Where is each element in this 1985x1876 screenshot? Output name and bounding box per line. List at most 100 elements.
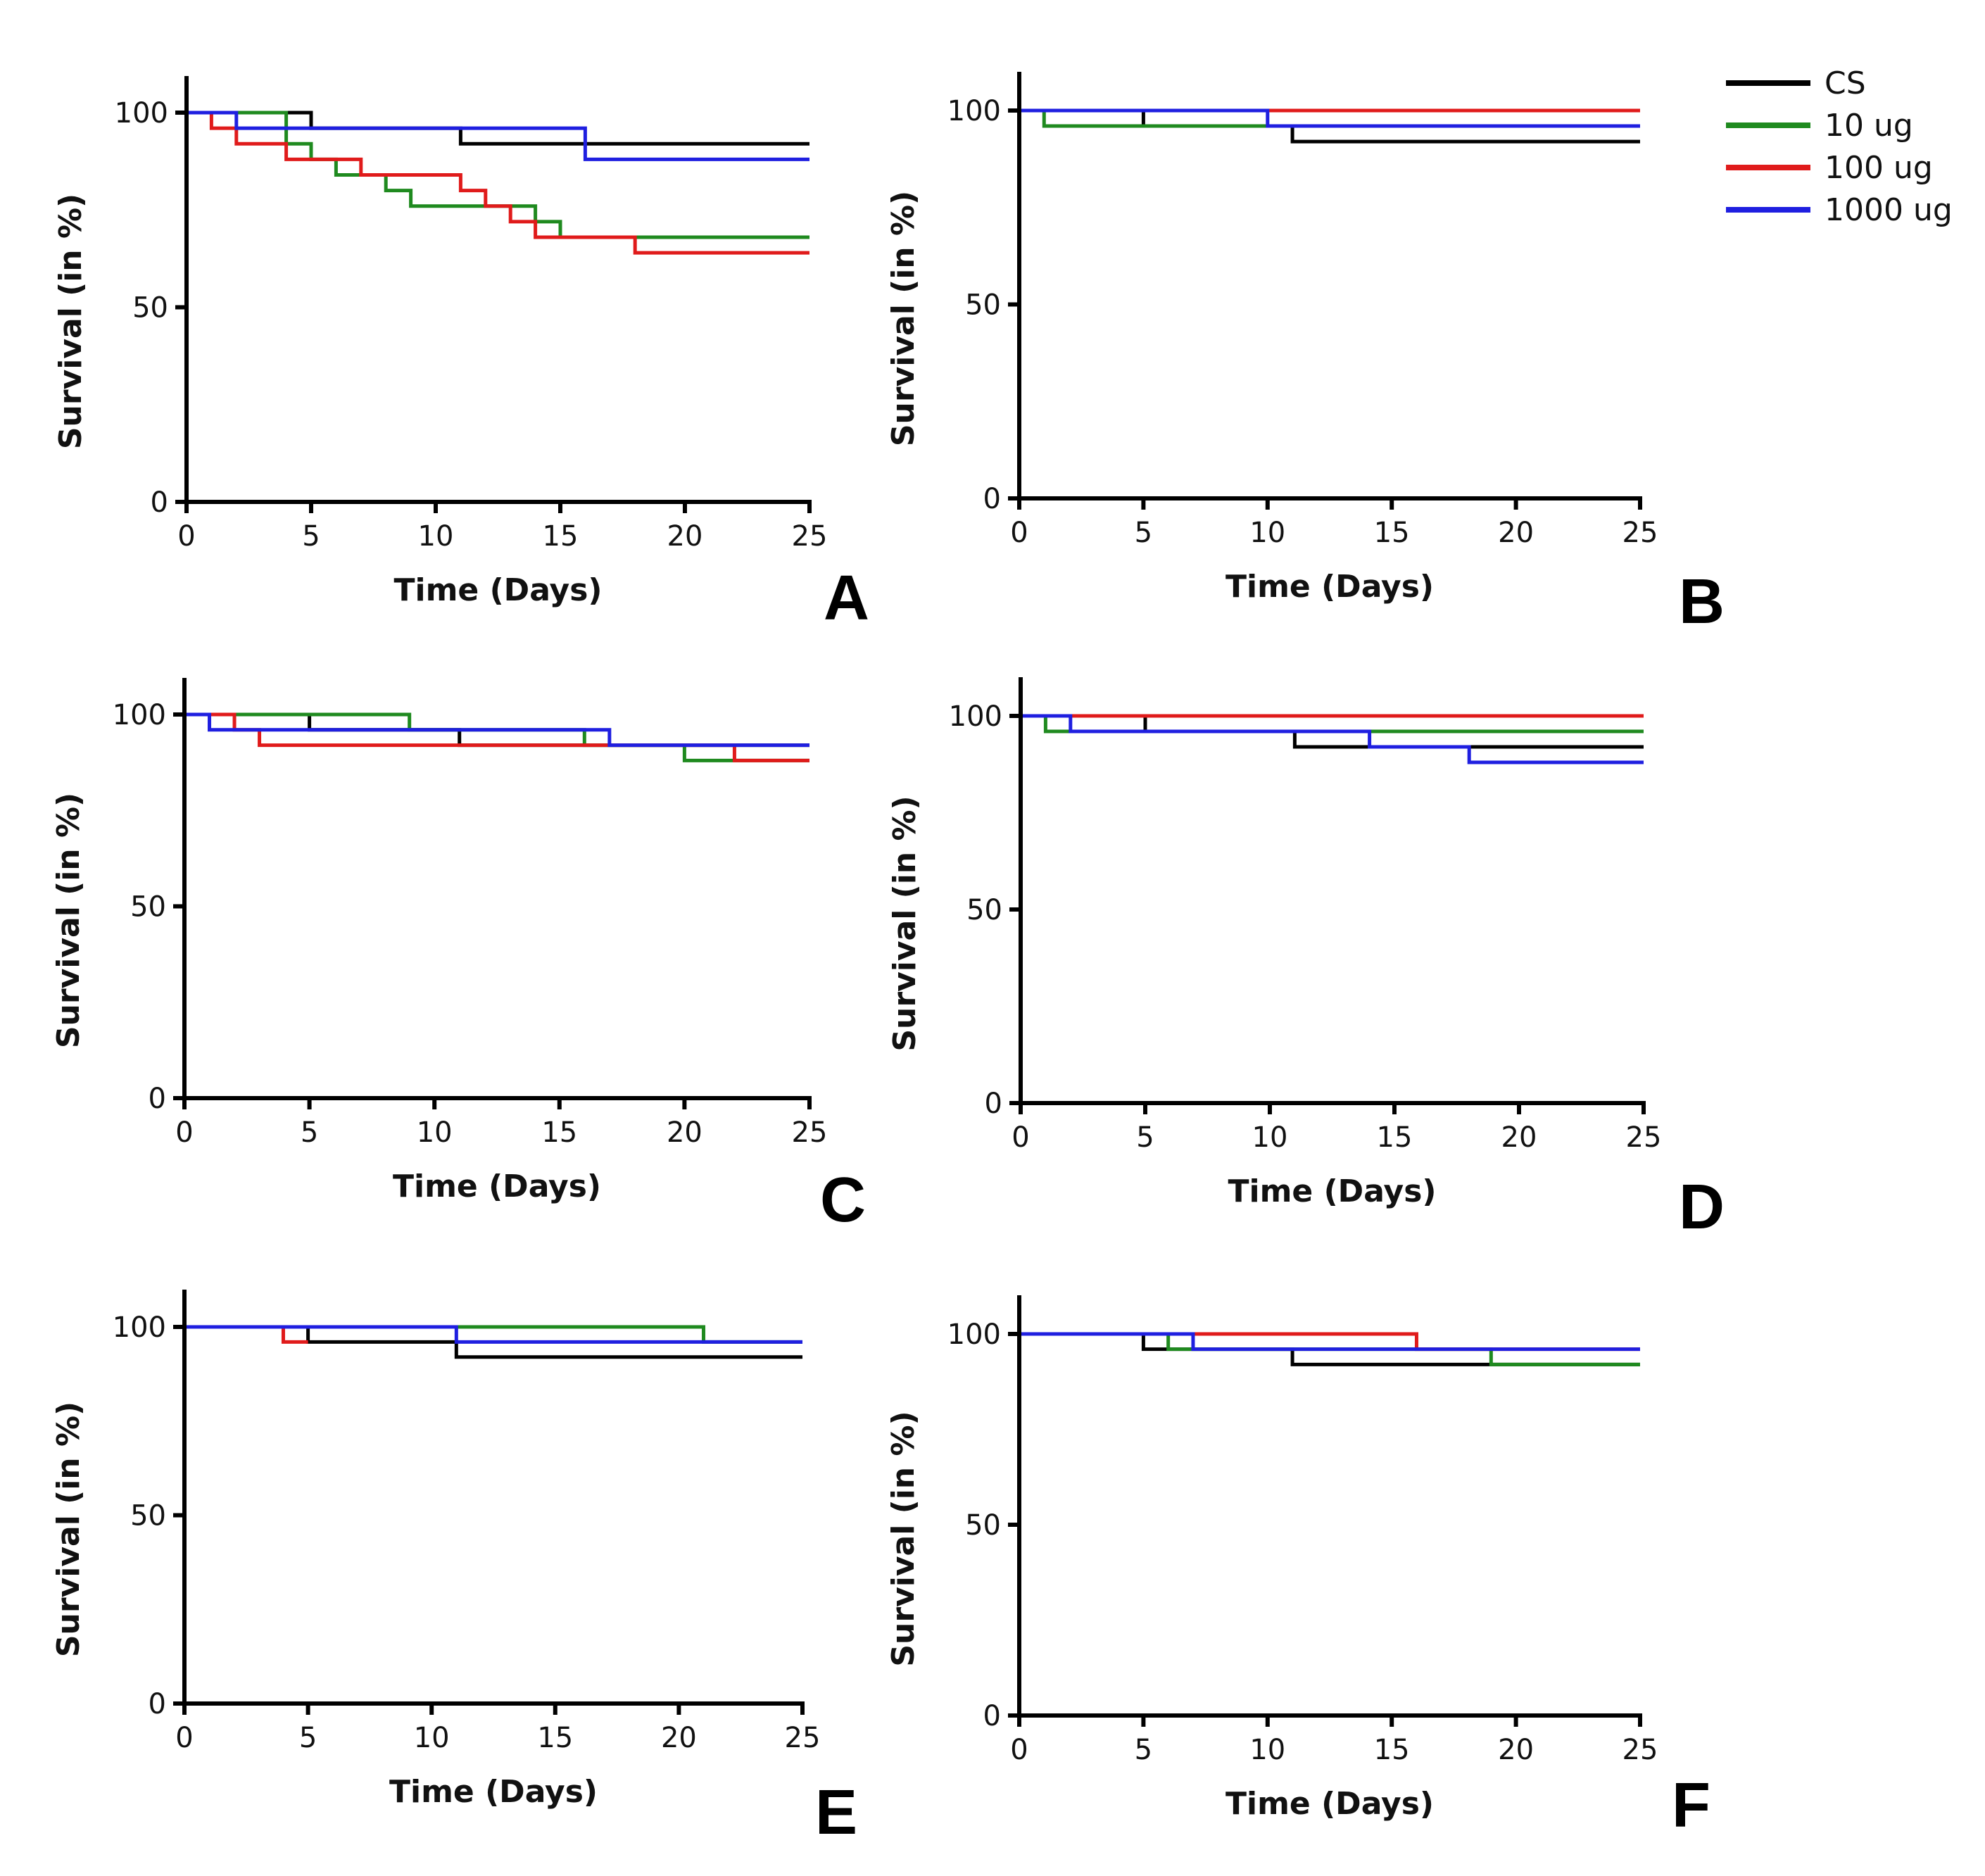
panel-d-x-tick-label: 15	[1377, 1121, 1413, 1154]
panel-e: 0 5 10 15 20 25 0 50 100 Time (Days) Survival (in …	[51, 1290, 857, 1848]
panel-a-x-tick-label: 0	[177, 520, 195, 553]
panel-d-series-1000-ug	[1021, 714, 1644, 764]
panel-a-series-10-ug	[187, 111, 809, 239]
panel-f-x-tick-label: 0	[1010, 1734, 1028, 1766]
panel-d-x-tick-label: 20	[1501, 1121, 1537, 1154]
panel-f-x-tick-label: 25	[1622, 1734, 1658, 1766]
panel-b-y-tick-label: 0	[983, 483, 1001, 515]
panel-e-x-tick-label: 20	[661, 1722, 697, 1754]
panel-d-x-tick-label: 25	[1626, 1121, 1662, 1154]
panel-c-x-tick-label: 10	[417, 1116, 453, 1149]
panel-d-series-10-ug	[1021, 714, 1644, 734]
panel-a-series-100-ug	[187, 111, 809, 255]
panel-a-x-tick-label: 20	[667, 520, 703, 553]
panel-e-y-tick-label: 50	[130, 1500, 166, 1532]
panel-a-x-tick-label: 10	[418, 520, 454, 553]
panel-f-x-tick-label: 10	[1249, 1734, 1285, 1766]
panel-b-x-tick-label: 25	[1622, 517, 1658, 549]
panel-f-x-tick-label: 5	[1135, 1734, 1152, 1766]
panel-d-y-axis-title: Survival (in %)	[887, 795, 923, 1051]
panel-c-x-tick-label: 0	[175, 1116, 193, 1149]
panel-a-x-tick-label: 5	[302, 520, 320, 553]
panel-c-series-1000-ug	[184, 712, 809, 748]
panel-a-letter: A	[824, 563, 869, 634]
panel-d-y-tick-label: 50	[966, 894, 1002, 926]
panel-f-y-tick-label: 100	[947, 1318, 1001, 1351]
panel-c: 0 5 10 15 20 25 0 50 100 Time (Days) Survival (in …	[51, 678, 866, 1235]
panel-c-series-10-ug	[184, 712, 809, 762]
panel-f-x-axis-title: Time (Days)	[1225, 1786, 1434, 1822]
panel-a-y-tick-label: 100	[115, 97, 168, 130]
panel-d-letter: D	[1679, 1172, 1725, 1242]
panel-f-x-tick-label: 15	[1374, 1734, 1410, 1766]
panel-e-y-tick-label: 0	[149, 1688, 166, 1720]
panel-f-y-axis-title: Survival (in %)	[886, 1411, 921, 1666]
panel-c-y-tick-label: 50	[130, 891, 166, 924]
panel-e-y-tick-label: 100	[113, 1311, 166, 1344]
panel-c-x-tick-label: 5	[301, 1116, 318, 1149]
panel-c-y-tick-label: 100	[113, 699, 166, 731]
panel-b-series-10-ug	[1019, 108, 1640, 128]
panel-f-letter: F	[1672, 1770, 1710, 1841]
panel-b-x-tick-label: 10	[1249, 517, 1285, 549]
panel-f-x-tick-label: 20	[1498, 1734, 1534, 1766]
panel-b: 0 5 10 15 20 25 0 50 100 Time (Days) Survival (in …	[886, 72, 1725, 637]
panel-f: 0 5 10 15 20 25 0 50 100 Time (Days) Survival (in …	[886, 1295, 1710, 1841]
panel-c-series-100-ug	[184, 712, 809, 762]
panel-b-x-axis-title: Time (Days)	[1225, 569, 1434, 605]
panel-d-x-tick-label: 10	[1252, 1121, 1288, 1154]
legend-label-100-ug: 100 ug	[1825, 150, 1933, 186]
panel-e-series-100-ug	[184, 1325, 308, 1344]
panel-b-x-tick-label: 5	[1135, 517, 1152, 549]
panel-c-letter: C	[820, 1165, 866, 1235]
panel-a: 0 5 10 15 20 25 0 50 100 Time (Days) Survival (in …	[53, 76, 869, 634]
panel-a-x-tick-label: 25	[792, 520, 828, 553]
panel-f-y-tick-label: 0	[983, 1700, 1001, 1732]
panel-c-x-tick-label: 20	[667, 1116, 702, 1149]
legend: CS 10 ug 100 ug 1000 ug	[1726, 65, 1953, 228]
panel-b-letter: B	[1679, 567, 1725, 637]
panel-b-x-tick-label: 0	[1010, 517, 1028, 549]
panel-c-x-tick-label: 25	[792, 1116, 828, 1149]
panel-b-y-axis-title: Survival (in %)	[886, 191, 921, 446]
panel-d-y-tick-label: 0	[985, 1088, 1002, 1120]
panel-a-y-tick-label: 0	[151, 486, 168, 519]
panel-e-x-tick-label: 15	[537, 1722, 573, 1754]
panel-e-letter: E	[815, 1777, 857, 1848]
panel-c-y-tick-label: 0	[149, 1083, 166, 1115]
panel-d-y-tick-label: 100	[949, 700, 1002, 733]
panel-d-x-tick-label: 0	[1012, 1121, 1029, 1154]
panel-b-x-tick-label: 15	[1374, 517, 1410, 549]
panel-e-x-tick-label: 10	[414, 1722, 450, 1754]
panel-a-y-tick-label: 50	[132, 292, 168, 325]
panel-c-x-tick-label: 15	[541, 1116, 577, 1149]
panel-b-y-tick-label: 50	[965, 289, 1001, 322]
panel-a-series-1000-ug	[187, 111, 809, 161]
panel-e-x-tick-label: 5	[299, 1722, 317, 1754]
panel-a-x-tick-label: 15	[543, 520, 579, 553]
panel-e-x-axis-title: Time (Days)	[389, 1774, 598, 1810]
panel-e-y-axis-title: Survival (in %)	[51, 1402, 87, 1657]
panel-e-x-tick-label: 25	[785, 1722, 821, 1754]
panel-a-x-axis-title: Time (Days)	[393, 572, 602, 608]
panel-e-series-10-ug	[184, 1325, 802, 1344]
panel-f-y-tick-label: 50	[965, 1509, 1001, 1542]
panel-b-series-1000-ug	[1019, 108, 1640, 128]
panel-d-x-axis-title: Time (Days)	[1228, 1173, 1436, 1209]
legend-label-10-ug: 10 ug	[1825, 108, 1913, 144]
legend-label-cs: CS	[1825, 65, 1866, 101]
panel-c-x-axis-title: Time (Days)	[393, 1169, 601, 1204]
panel-e-x-tick-label: 0	[175, 1722, 193, 1754]
legend-label-1000-ug: 1000 ug	[1825, 192, 1953, 228]
panel-c-y-axis-title: Survival (in %)	[51, 793, 87, 1048]
panel-f-series-100-ug	[1019, 1332, 1640, 1352]
panel-a-y-axis-title: Survival (in %)	[53, 194, 89, 449]
panel-b-x-tick-label: 20	[1498, 517, 1534, 549]
panel-b-y-tick-label: 100	[947, 95, 1001, 127]
panel-d-x-tick-label: 5	[1136, 1121, 1154, 1154]
panel-f-series-1000-ug	[1019, 1332, 1640, 1352]
panel-e-series-1000-ug	[184, 1325, 802, 1344]
panel-d: 0 5 10 15 20 25 0 50 100 Time (Days) Survival (in …	[887, 677, 1725, 1242]
